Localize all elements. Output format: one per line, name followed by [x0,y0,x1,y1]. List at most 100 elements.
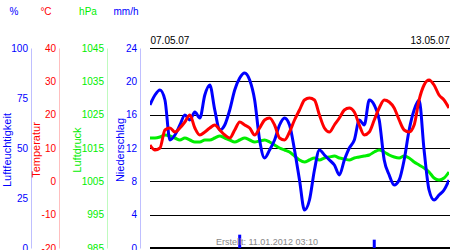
tick: 40 [45,43,59,54]
grid-line [150,248,450,249]
tick-label: 12 [126,143,138,154]
bar [373,240,376,248]
bar [273,248,276,249]
bar [178,248,181,249]
tick: 1005 [82,176,107,187]
bar [253,248,256,249]
tick-label: 30 [45,76,57,87]
bar [313,248,316,249]
bar [150,248,152,249]
tick: 13.05.07 [411,35,450,48]
axis-title: Temperatur [30,122,42,178]
tick: -20 [42,243,59,250]
bar [428,248,431,249]
bar [193,248,196,249]
line [150,80,449,150]
bar [263,248,266,249]
tick-label: 4 [131,209,137,220]
bar [378,248,381,249]
bar [388,248,391,249]
tick-label: 40 [45,43,57,54]
bar [443,248,446,249]
bar [308,248,311,249]
tick: 75 [17,93,31,104]
y-axis: -20-10010203040 [42,43,60,250]
axis-unit: °C [40,6,51,17]
y-axis: 0255075100 [11,43,31,250]
bar [173,248,176,249]
tick: 1035 [82,76,107,87]
tick-label: 1005 [82,176,105,187]
tick-label: 20 [126,76,138,87]
tick: 12 [126,143,140,154]
y-axis: 98599510051015102510351045 [82,43,108,250]
bar [243,248,246,249]
bar [158,248,161,249]
tick-label: -20 [42,243,57,250]
bar [413,248,416,249]
tick-label: 07.05.07 [151,35,190,46]
axis-unit: % [10,6,19,17]
annotation: Erstellt: 11.01.2012 03:10 [216,237,318,247]
frame [150,247,450,248]
grid-line [150,81,450,82]
tick: 30 [45,76,59,87]
axis-title: Luftfeuchtigkeit [1,113,13,187]
bar [383,248,386,249]
bar [353,248,356,249]
bar [303,248,306,249]
bar [343,248,346,249]
grid-line [150,48,450,49]
tick: 8 [131,176,140,187]
bar [408,248,411,249]
axis-line [151,48,450,49]
bar [438,248,441,249]
bar [288,248,291,249]
tick: 0 [131,243,140,250]
bar [228,248,231,249]
bar [403,248,406,249]
axis-title: Niederschlag [114,118,126,182]
tick: 1015 [82,143,107,154]
tick-label: -10 [42,209,57,220]
tick-label: 985 [87,243,104,250]
tick-label: 8 [131,176,137,187]
bar [153,248,156,249]
bar [358,248,361,249]
bar [398,248,401,249]
axis-line [140,49,141,249]
axis-line [107,49,108,249]
chart: 0255075100%Luftfeuchtigkeit-20-100102030… [0,0,450,250]
bar [423,248,426,249]
grid-line [150,115,450,116]
tick-label: 1025 [82,109,105,120]
tick-label: 10 [45,143,57,154]
tick: 1045 [82,43,107,54]
tick-label: 75 [17,93,29,104]
tick-label: 25 [17,193,29,204]
bar [318,248,321,249]
bar [393,248,396,249]
bar [448,248,450,249]
bar [198,248,201,249]
tick: 1025 [82,109,107,120]
bar [368,248,371,249]
tick-label: 0 [50,176,56,187]
tick-label: 24 [126,43,138,54]
bar [338,248,341,249]
tick: 20 [126,76,140,87]
tick: 50 [17,143,31,154]
axis-line [59,49,60,249]
bar [248,248,251,249]
tick: 10 [45,143,59,154]
bar [168,248,171,249]
bar [363,248,366,249]
tick-label: 0 [22,243,28,250]
bar [293,248,296,249]
bar [333,248,336,249]
tick-label: 13.05.07 [411,35,450,46]
bar [163,248,166,249]
plot-area [150,73,449,248]
tick-label: 1035 [82,76,105,87]
tick-label: 16 [126,109,138,120]
